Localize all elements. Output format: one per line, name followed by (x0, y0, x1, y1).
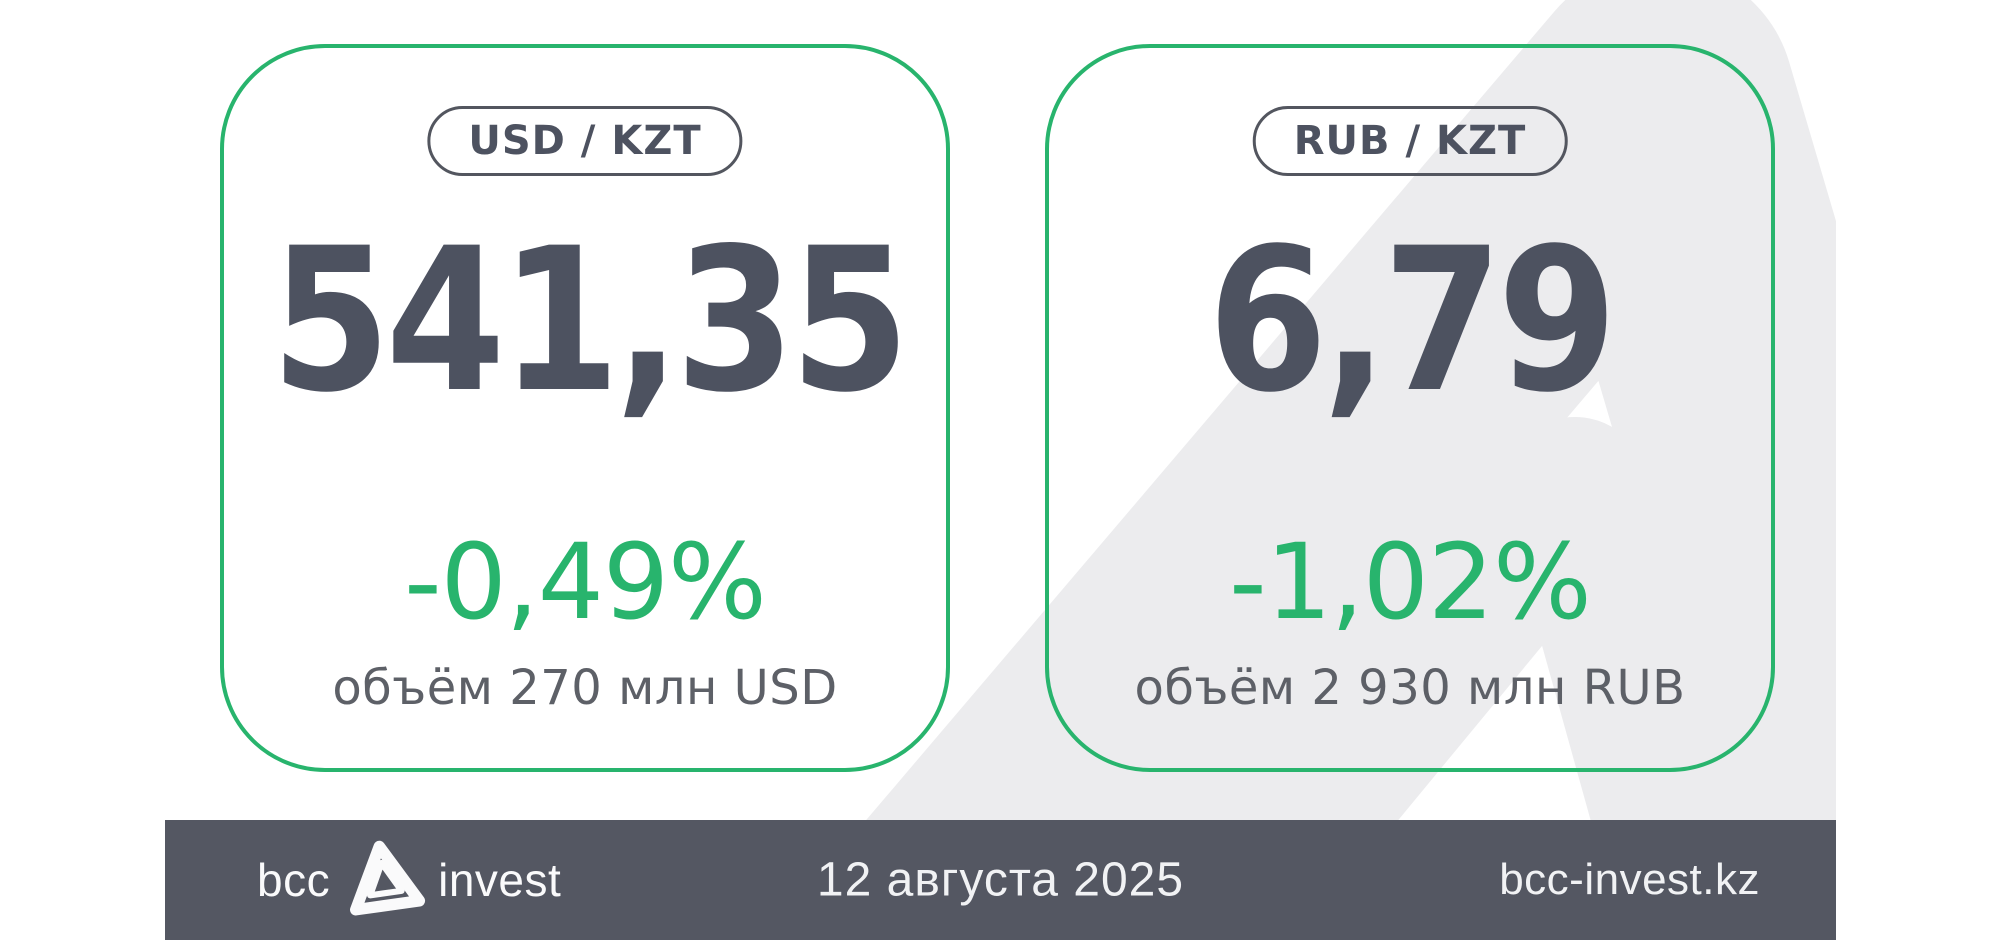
bcc-invest-logo: bcc invest (257, 836, 561, 924)
volume-label: объём 270 млн USD (332, 660, 838, 716)
currency-card-usd-kzt: USD / KZT 541,35 -0,49% объём 270 млн US… (220, 44, 950, 772)
footer-site-link: bcc-invest.kz (1499, 855, 1760, 904)
footer-bar: bcc invest 12 августа 2025 bcc-invest.kz (165, 820, 1836, 940)
pair-badge-label: USD / KZT (468, 118, 702, 164)
pair-badge-label: RUB / KZT (1293, 118, 1527, 164)
bcc-triangle-icon (350, 840, 426, 916)
pair-badge: USD / KZT (427, 106, 743, 176)
currency-card-rub-kzt: RUB / KZT 6,79 -1,02% объём 2 930 млн RU… (1045, 44, 1775, 772)
volume-label: объём 2 930 млн RUB (1134, 660, 1686, 716)
change-percent: -0,49% (404, 521, 767, 643)
logo-text-bcc: bcc (257, 854, 331, 906)
change-percent: -1,02% (1229, 521, 1592, 643)
price-value: 6,79 (1207, 205, 1618, 436)
pair-badge: RUB / KZT (1252, 106, 1568, 176)
price-value: 541,35 (270, 205, 910, 436)
logo-text-invest: invest (438, 854, 562, 906)
footer-date: 12 августа 2025 (816, 853, 1185, 907)
